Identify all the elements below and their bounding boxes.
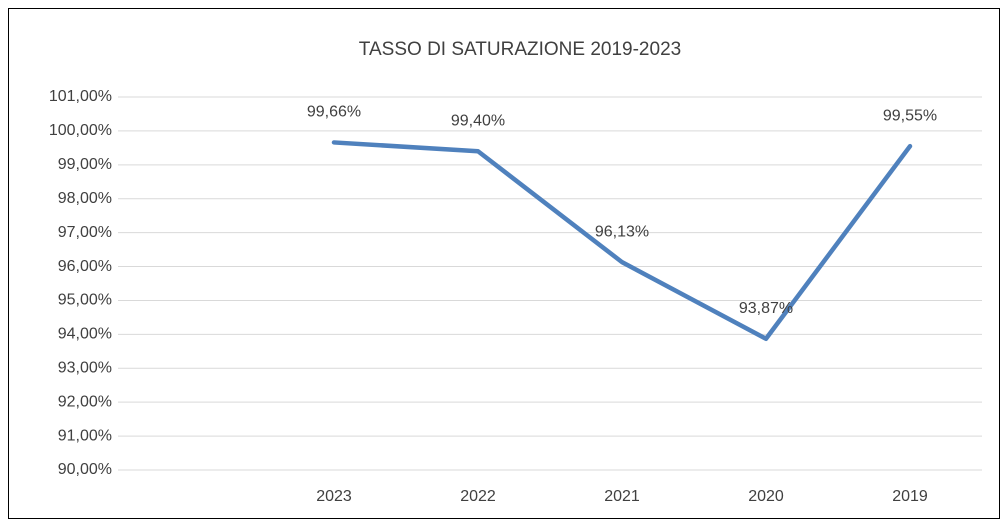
y-tick-label: 96,00% — [58, 258, 112, 275]
chart-frame — [8, 8, 1000, 519]
y-tick-label: 93,00% — [58, 359, 112, 376]
data-label: 93,87% — [739, 300, 793, 317]
data-label: 99,55% — [883, 107, 937, 124]
y-tick-label: 94,00% — [58, 326, 112, 343]
y-tick-label: 91,00% — [58, 427, 112, 444]
data-label: 99,40% — [451, 112, 505, 129]
x-tick-label: 2021 — [604, 488, 640, 505]
y-tick-label: 98,00% — [58, 190, 112, 207]
data-line — [331, 140, 913, 342]
y-tick-label: 99,00% — [58, 156, 112, 173]
y-tick-label: 97,00% — [58, 224, 112, 241]
chart-title: TASSO DI SATURAZIONE 2019-2023 — [359, 39, 681, 60]
y-tick-label: 100,00% — [49, 122, 112, 139]
x-tick-label: 2023 — [316, 488, 352, 505]
data-label: 99,66% — [307, 104, 361, 121]
y-tick-label: 95,00% — [58, 292, 112, 309]
x-tick-label: 2019 — [892, 488, 928, 505]
y-tick-label: 101,00% — [49, 88, 112, 105]
x-tick-label: 2022 — [460, 488, 496, 505]
data-label: 96,13% — [595, 223, 649, 240]
y-tick-label: 92,00% — [58, 393, 112, 410]
x-tick-label: 2020 — [748, 488, 784, 505]
y-tick-label: 90,00% — [58, 461, 112, 478]
